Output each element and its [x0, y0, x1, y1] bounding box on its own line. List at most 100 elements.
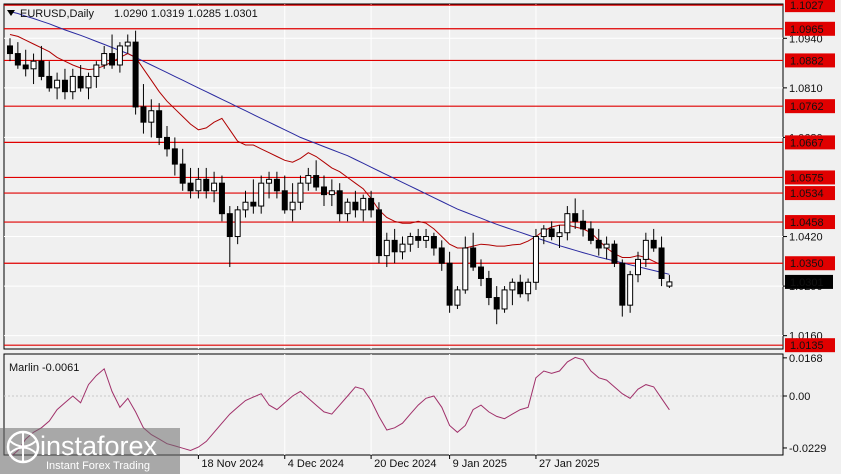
candle — [493, 286, 500, 325]
candle-body-bearish — [595, 239, 602, 249]
candle-body-bullish — [509, 281, 516, 291]
candle — [46, 61, 53, 92]
candle-body-bearish — [226, 213, 233, 238]
level-label-box — [785, 186, 835, 201]
candle — [517, 274, 524, 298]
candle — [132, 30, 139, 115]
time-axis-label: 27 Jan 2025 — [539, 458, 600, 470]
candle-body-bullish — [305, 175, 312, 184]
price-axis: 1.09401.08101.06801.04201.02901.01601.10… — [783, 0, 835, 353]
candle-body-bearish — [587, 228, 594, 241]
candle-body-bullish — [101, 53, 108, 66]
candle-body-bearish — [250, 201, 257, 207]
candle-body-bullish — [454, 289, 461, 306]
candle — [7, 38, 13, 62]
candle-body-bearish — [203, 178, 210, 192]
candle — [250, 179, 257, 214]
candle-body-bullish — [30, 60, 37, 70]
candle-body-bearish — [109, 53, 116, 66]
candle — [85, 72, 92, 100]
candle-body-bearish — [273, 178, 280, 192]
oscillator-line — [4, 356, 783, 458]
candle — [509, 278, 516, 306]
ohlc-readout: 1.0290 1.0319 1.0285 1.0301 — [114, 8, 258, 20]
current-price-label: 1.0301 — [790, 277, 824, 289]
candle — [650, 228, 657, 252]
level-label-box — [785, 256, 835, 271]
candle — [548, 221, 555, 241]
candle — [611, 240, 618, 268]
candle-body-bearish — [46, 75, 53, 89]
candle-body-bearish — [313, 175, 320, 188]
level-label-box — [785, 215, 835, 230]
candle-body-bearish — [611, 243, 618, 264]
candle-body-bearish — [132, 41, 139, 108]
candle-body-bullish — [564, 213, 571, 234]
level-label-box — [785, 338, 835, 353]
candle-body-bullish — [234, 209, 241, 238]
candle-body-bearish — [446, 262, 453, 306]
candle-body-bullish — [211, 182, 218, 192]
level-label: 1.0667 — [790, 137, 824, 149]
candle — [281, 175, 288, 214]
candle-body-bearish — [438, 247, 445, 264]
candle-body-bearish — [38, 60, 45, 77]
level-label: 1.0965 — [790, 24, 824, 36]
candle-body-bearish — [470, 247, 477, 268]
candle-body-bearish — [391, 239, 398, 253]
level-label-box — [785, 21, 835, 36]
candle-body-bearish — [548, 228, 555, 238]
symbol-label: EURUSD,Daily — [20, 8, 94, 20]
candle — [430, 232, 437, 256]
oscillator-axis-label: -0.0229 — [789, 443, 826, 455]
candle-body-bearish — [352, 201, 359, 211]
candle-body-bearish — [321, 186, 327, 196]
candle-body-bullish — [360, 197, 367, 211]
candle-body-bearish — [171, 148, 178, 165]
candle — [572, 198, 579, 229]
candle — [627, 270, 634, 313]
candle — [368, 190, 375, 218]
candle — [415, 228, 422, 248]
candle-body-bearish — [218, 182, 225, 215]
candle-body-bullish — [532, 236, 539, 283]
time-axis-label: 4 Dec 2024 — [288, 458, 344, 470]
oscillator-axis-label: 0.0168 — [789, 353, 823, 365]
candle — [148, 99, 155, 138]
candle-body-bullish — [344, 201, 351, 215]
collapse-triangle-icon[interactable] — [7, 10, 15, 16]
candle-body-bullish — [642, 239, 649, 260]
candle — [61, 68, 68, 100]
candle — [187, 167, 194, 199]
candle — [313, 160, 320, 191]
level-label: 1.0135 — [790, 340, 824, 352]
candle-body-bearish — [619, 262, 626, 306]
candle-body-bearish — [164, 136, 170, 150]
candle-body-bearish — [336, 190, 343, 215]
candle-body-bearish — [375, 209, 382, 257]
time-axis-label: 20 Dec 2024 — [374, 458, 436, 470]
candle — [587, 221, 594, 245]
instaforex-globe-icon — [6, 430, 40, 464]
marlin-oscillator-line — [9, 356, 670, 458]
candle-body-bullish — [93, 64, 100, 77]
candle — [211, 171, 218, 203]
price-axis-label: 1.0940 — [789, 33, 823, 45]
candle-body-bullish — [85, 75, 92, 89]
candle-body-bearish — [485, 277, 492, 299]
candle — [540, 225, 547, 245]
candle — [195, 167, 202, 199]
candle — [258, 175, 265, 214]
candle-body-bearish — [650, 239, 657, 249]
candle — [164, 125, 170, 157]
candle — [603, 236, 610, 260]
candle — [619, 259, 626, 317]
level-label: 1.0350 — [790, 258, 824, 270]
candle — [478, 259, 484, 287]
candle-body-bullish — [297, 182, 304, 203]
candle-body-bullish — [556, 232, 563, 238]
level-label: 1.0534 — [790, 188, 824, 200]
candle — [446, 251, 453, 313]
candle-body-bearish — [187, 182, 194, 192]
candle — [564, 206, 571, 241]
